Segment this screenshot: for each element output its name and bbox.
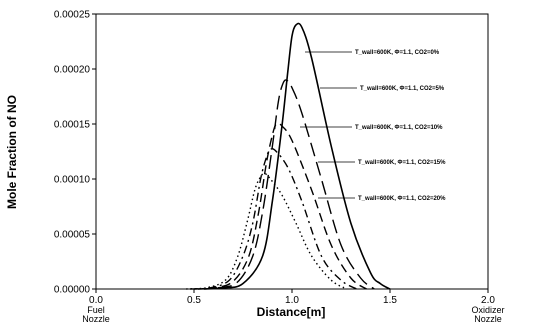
x-tick-sublabel: Oxidizer Nozzle <box>471 305 504 324</box>
x-tick-label: 1.5 <box>383 295 397 306</box>
series-line-1 <box>203 22 391 290</box>
series-annotation: T_wall=600K, Φ=1.1, CO2=20% <box>358 196 446 202</box>
y-tick-label: 0.00000 <box>54 285 91 296</box>
series-line-4 <box>190 148 358 290</box>
y-tick-label: 0.00025 <box>54 10 91 21</box>
x-axis-title: Distance[m] <box>257 305 326 319</box>
series-annotation: T_wall=600K, Φ=1.1, CO2=10% <box>355 125 443 131</box>
series-annotation: T_wall=600K, Φ=1.1, CO2=0% <box>355 50 440 56</box>
x-tick-label: 1.0 <box>285 295 299 306</box>
series-line-5 <box>186 172 348 290</box>
y-tick-label: 0.00005 <box>54 230 91 241</box>
x-tick-label: 2.0 <box>481 295 495 306</box>
y-tick-label: 0.00010 <box>54 175 91 186</box>
series-annotation: T_wall=600K, Φ=1.1, CO2=15% <box>358 160 446 166</box>
x-tick-label: 0.5 <box>187 295 201 306</box>
series-annotation: T_wall=600K, Φ=1.1, CO2=5% <box>360 86 445 92</box>
series-line-2 <box>197 79 375 290</box>
series-line-3 <box>193 122 367 290</box>
y-tick-label: 0.00015 <box>54 120 91 131</box>
x-tick-label: 0.0 <box>89 295 103 306</box>
x-tick-sublabel: Fuel Nozzle <box>82 305 110 324</box>
y-axis-title: Mole Fraction of NO <box>5 95 19 209</box>
y-tick-label: 0.00020 <box>54 65 91 76</box>
